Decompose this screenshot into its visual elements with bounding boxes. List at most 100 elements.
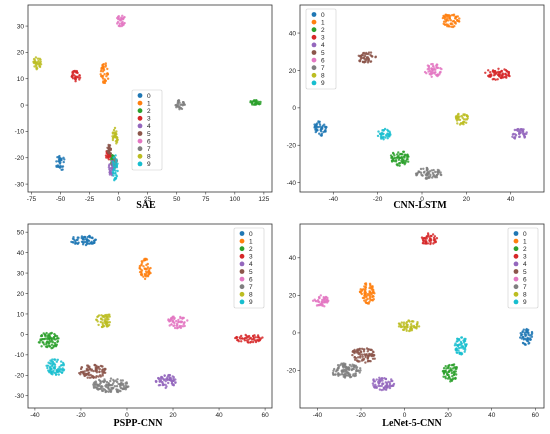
data-point: [445, 19, 448, 22]
y-tick-label: -20: [287, 368, 297, 375]
data-point: [179, 106, 183, 110]
data-point: [104, 384, 107, 388]
data-point: [113, 165, 117, 168]
legend-label: 2: [523, 246, 527, 253]
data-point: [447, 19, 450, 22]
data-point: [453, 344, 457, 347]
data-point: [138, 267, 141, 270]
legend-marker: [239, 246, 245, 252]
x-tick-label: -75: [27, 196, 37, 203]
data-point: [433, 67, 436, 70]
data-point: [56, 340, 60, 343]
data-point: [313, 298, 316, 301]
data-point: [431, 62, 434, 66]
data-point: [371, 357, 375, 360]
data-point: [140, 269, 144, 272]
data-point: [435, 66, 438, 69]
data-point: [77, 241, 80, 244]
legend-label: 7: [147, 146, 151, 153]
data-point: [245, 339, 248, 342]
data-point: [355, 359, 359, 362]
data-point: [180, 325, 183, 328]
data-point: [521, 131, 524, 134]
data-point: [513, 133, 517, 136]
data-point: [370, 54, 373, 58]
data-point: [432, 238, 436, 242]
data-point: [363, 54, 367, 58]
data-point: [111, 170, 115, 173]
data-point: [107, 313, 110, 316]
data-point: [175, 319, 178, 323]
data-point: [52, 336, 55, 340]
data-point: [351, 353, 354, 357]
data-point: [425, 240, 428, 243]
y-tick-label: 0: [292, 105, 296, 112]
data-point: [414, 172, 418, 175]
data-point: [365, 57, 368, 60]
data-point: [366, 297, 369, 301]
data-point: [401, 158, 405, 161]
data-point: [173, 321, 176, 325]
y-tick-label: 20: [17, 50, 25, 57]
data-point: [360, 359, 364, 362]
legend-marker: [311, 57, 317, 63]
data-point: [249, 100, 252, 103]
legend-marker: [513, 284, 519, 290]
legend-label: 2: [321, 27, 325, 34]
data-point: [464, 337, 467, 341]
data-point: [59, 364, 63, 367]
data-point: [425, 166, 428, 170]
data-point: [415, 323, 419, 326]
data-point: [388, 386, 392, 390]
data-point: [424, 176, 428, 180]
data-point: [463, 114, 466, 117]
data-point: [526, 339, 530, 343]
data-point: [113, 131, 116, 134]
data-point: [161, 383, 164, 387]
data-point: [115, 130, 118, 133]
legend-marker: [137, 93, 143, 98]
data-point: [323, 125, 327, 128]
data-point: [423, 170, 426, 173]
data-point: [88, 367, 92, 371]
data-point: [106, 77, 110, 80]
legend-label: 3: [523, 254, 527, 261]
legend-label: 4: [523, 261, 527, 268]
data-point: [117, 15, 121, 18]
data-point: [359, 367, 362, 370]
data-point: [92, 241, 96, 245]
data-point: [435, 237, 439, 240]
data-point: [112, 128, 116, 132]
data-point: [361, 53, 364, 56]
data-point: [390, 160, 394, 163]
data-point: [108, 321, 112, 324]
data-point: [112, 174, 115, 177]
data-point: [341, 371, 344, 374]
data-point: [108, 168, 111, 171]
data-point: [142, 265, 145, 268]
data-point: [74, 75, 77, 78]
legend-label: 3: [249, 254, 253, 261]
x-tick-label: 0: [420, 196, 424, 203]
legend-marker: [513, 253, 519, 259]
data-point: [427, 235, 430, 238]
data-point: [433, 72, 436, 75]
data-point: [402, 323, 405, 326]
legend-label: 6: [321, 57, 325, 64]
legend-label: 8: [321, 73, 325, 80]
data-point: [392, 152, 395, 155]
data-point: [400, 153, 403, 156]
data-point: [47, 344, 51, 347]
data-point: [44, 337, 47, 340]
data-point: [396, 155, 399, 159]
data-point: [348, 363, 352, 367]
data-point: [445, 23, 448, 26]
data-point: [427, 70, 430, 73]
legend-marker: [513, 238, 519, 244]
data-point: [99, 375, 103, 378]
data-point: [113, 172, 117, 175]
y-tick-label: -20: [15, 373, 25, 380]
panel-title: SAE: [136, 200, 156, 211]
data-point: [61, 361, 65, 365]
